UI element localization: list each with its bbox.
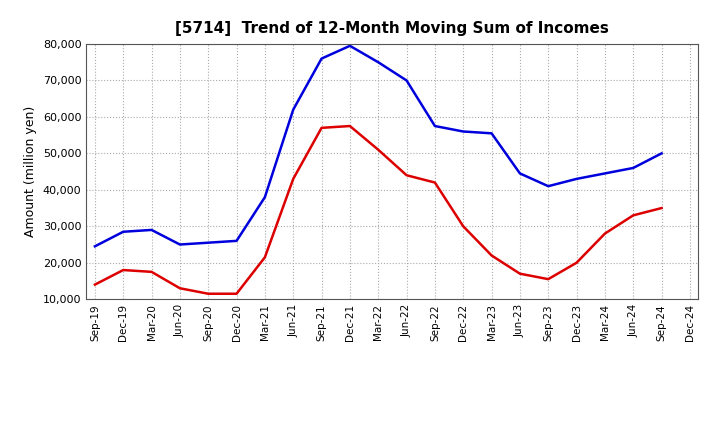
Net Income xyxy=(544,276,552,282)
Net Income xyxy=(459,224,467,229)
Net Income xyxy=(119,268,127,273)
Ordinary Income xyxy=(204,240,212,246)
Net Income xyxy=(516,271,524,276)
Ordinary Income xyxy=(487,131,496,136)
Net Income xyxy=(204,291,212,297)
Ordinary Income xyxy=(402,78,411,83)
Net Income xyxy=(176,286,184,291)
Line: Ordinary Income: Ordinary Income xyxy=(95,46,662,246)
Net Income xyxy=(233,291,241,297)
Ordinary Income xyxy=(629,165,637,171)
Y-axis label: Amount (million yen): Amount (million yen) xyxy=(24,106,37,237)
Legend: Ordinary Income, Net Income: Ordinary Income, Net Income xyxy=(248,438,536,440)
Title: [5714]  Trend of 12-Month Moving Sum of Incomes: [5714] Trend of 12-Month Moving Sum of I… xyxy=(176,21,609,36)
Ordinary Income xyxy=(289,107,297,112)
Ordinary Income xyxy=(261,194,269,200)
Net Income xyxy=(487,253,496,258)
Ordinary Income xyxy=(91,244,99,249)
Ordinary Income xyxy=(318,56,326,61)
Ordinary Income xyxy=(233,238,241,243)
Net Income xyxy=(431,180,439,185)
Ordinary Income xyxy=(119,229,127,235)
Net Income xyxy=(657,205,666,211)
Ordinary Income xyxy=(346,43,354,48)
Net Income xyxy=(374,147,382,152)
Net Income xyxy=(402,172,411,178)
Net Income xyxy=(318,125,326,131)
Ordinary Income xyxy=(176,242,184,247)
Ordinary Income xyxy=(516,171,524,176)
Ordinary Income xyxy=(374,59,382,65)
Net Income xyxy=(261,255,269,260)
Ordinary Income xyxy=(600,171,609,176)
Net Income xyxy=(289,176,297,182)
Ordinary Income xyxy=(431,123,439,128)
Ordinary Income xyxy=(459,129,467,134)
Ordinary Income xyxy=(657,151,666,156)
Net Income xyxy=(148,269,156,275)
Net Income xyxy=(346,123,354,128)
Net Income xyxy=(629,213,637,218)
Net Income xyxy=(91,282,99,287)
Net Income xyxy=(600,231,609,236)
Ordinary Income xyxy=(148,227,156,233)
Ordinary Income xyxy=(572,176,581,182)
Line: Net Income: Net Income xyxy=(95,126,662,294)
Ordinary Income xyxy=(544,183,552,189)
Net Income xyxy=(572,260,581,265)
